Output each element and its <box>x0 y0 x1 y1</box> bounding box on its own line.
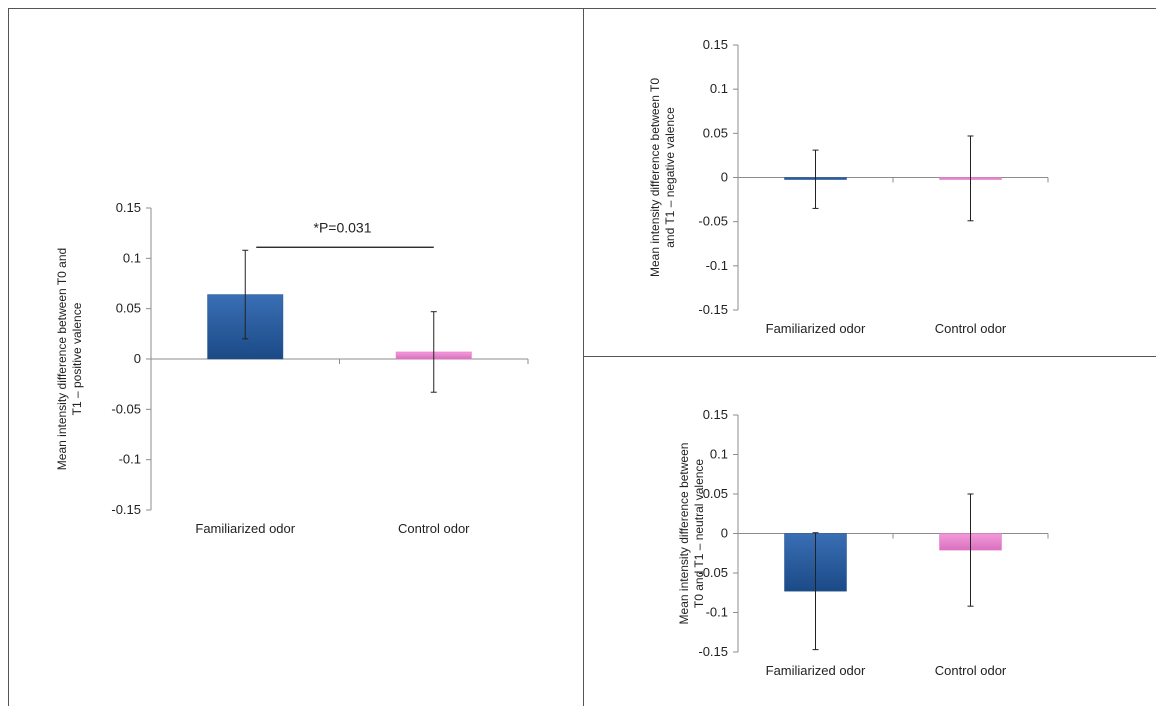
y-tick-label: 0.1 <box>710 81 728 96</box>
y-tick-label: -0.1 <box>706 258 728 273</box>
x-category-label: Familiarized odor <box>766 321 866 336</box>
chart-negative-valence: 0.15 0.1 0.05 0 -0.05 -0.1 -0.15 Familiarized o… <box>648 37 1049 336</box>
y-tick-label: 0.05 <box>703 125 728 140</box>
y-axis-label: Mean intensity difference between T0 and… <box>55 248 84 470</box>
frame-center-divider <box>583 8 584 706</box>
y-axis-label: Mean intensity difference betweenT0 and … <box>677 443 706 625</box>
frame-top-border <box>8 8 1156 9</box>
y-axis-label-line: Mean intensity difference between <box>677 443 691 625</box>
y-tick-label: 0.05 <box>703 486 728 501</box>
y-tick-label: 0 <box>134 351 141 366</box>
significance-label: *P=0.031 <box>314 219 372 235</box>
frame-left-border <box>8 8 9 706</box>
x-category-label: Control odor <box>935 663 1007 678</box>
frame-right-divider <box>583 356 1156 357</box>
y-tick-label: 0.15 <box>116 200 141 215</box>
y-tick-label: 0 <box>721 170 728 185</box>
y-tick-label: -0.05 <box>698 565 728 580</box>
x-category-label: Control odor <box>398 521 470 536</box>
y-tick-label: -0.1 <box>119 452 141 467</box>
y-axis-label-line: and T1 – negative valence <box>663 107 677 248</box>
x-category-label: Familiarized odor <box>766 663 866 678</box>
y-tick-label: -0.15 <box>111 502 141 517</box>
y-tick-label: 0.15 <box>703 407 728 422</box>
y-tick-label: -0.05 <box>111 401 141 416</box>
chart-positive-valence: 0.15 0.1 0.05 0 -0.05 -0.1 -0.15 Familiarized o… <box>55 200 529 536</box>
y-tick-label: -0.1 <box>706 605 728 620</box>
y-tick-label: -0.05 <box>698 214 728 229</box>
chart-neutral-valence: 0.15 0.1 0.05 0 -0.05 -0.1 -0.15 Familiarized o… <box>677 407 1049 678</box>
y-axis-label-line: T0 and T1 – neutral valence <box>692 459 706 609</box>
y-axis-label: Mean intensity difference between T0and … <box>648 78 677 277</box>
x-category-label: Familiarized odor <box>195 521 295 536</box>
y-tick-label: 0.15 <box>703 37 728 52</box>
y-tick-label: 0.05 <box>116 301 141 316</box>
y-tick-label: 0.1 <box>123 250 141 265</box>
x-category-label: Control odor <box>935 321 1007 336</box>
y-tick-label: 0.1 <box>710 447 728 462</box>
y-tick-label: 0 <box>721 526 728 541</box>
y-axis-label-line: Mean intensity difference between T0 and <box>55 248 69 470</box>
y-tick-label: -0.15 <box>698 644 728 659</box>
y-axis-label-line: Mean intensity difference between T0 <box>648 78 662 277</box>
y-tick-label: -0.15 <box>698 302 728 317</box>
y-axis-label-line: T1 – positive valence <box>70 302 84 415</box>
